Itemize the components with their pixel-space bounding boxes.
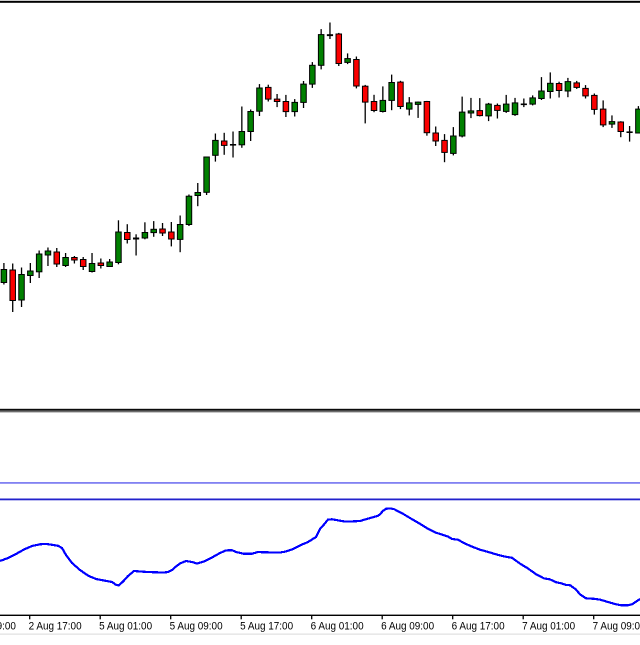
svg-text:2 Aug 09:00: 2 Aug 09:00 <box>0 621 16 633</box>
svg-text:6 Aug 09:00: 6 Aug 09:00 <box>381 621 434 633</box>
svg-text:2 Aug 17:00: 2 Aug 17:00 <box>29 621 82 633</box>
svg-text:6 Aug 01:00: 6 Aug 01:00 <box>311 621 364 633</box>
svg-text:6 Aug 17:00: 6 Aug 17:00 <box>452 621 505 633</box>
svg-text:7 Aug 01:00: 7 Aug 01:00 <box>522 621 575 633</box>
svg-text:5 Aug 09:00: 5 Aug 09:00 <box>170 621 223 633</box>
svg-text:7 Aug 09:00: 7 Aug 09:00 <box>593 621 640 633</box>
svg-text:5 Aug 17:00: 5 Aug 17:00 <box>240 621 293 633</box>
svg-text:5 Aug 01:00: 5 Aug 01:00 <box>99 621 152 633</box>
